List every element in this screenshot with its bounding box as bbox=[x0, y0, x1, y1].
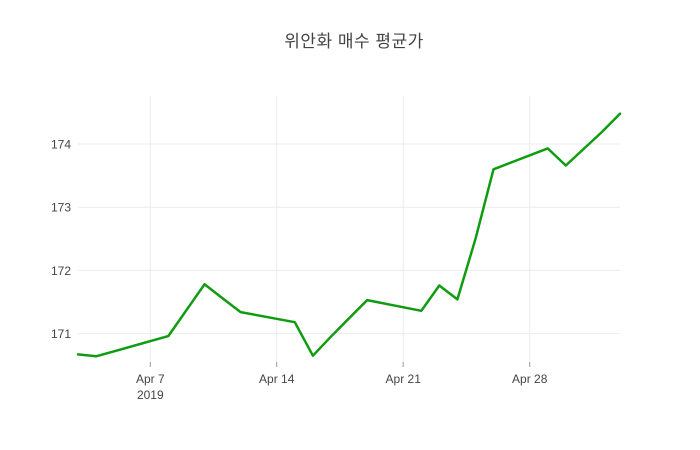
y-tick-label: 172 bbox=[51, 264, 71, 278]
x-tick-label: Apr 14 bbox=[259, 372, 295, 386]
chart-title: 위안화 매수 평균가 bbox=[284, 32, 424, 51]
y-tick-label: 171 bbox=[51, 327, 71, 341]
y-tick-label: 173 bbox=[51, 201, 71, 215]
x-tick-label: Apr 21 bbox=[386, 372, 422, 386]
x-tick-sublabel: 2019 bbox=[137, 388, 164, 402]
x-tick-label: Apr 28 bbox=[512, 372, 548, 386]
x-tick-label: Apr 7 bbox=[136, 372, 165, 386]
price-line bbox=[76, 112, 622, 358]
y-tick-label: 174 bbox=[51, 138, 71, 152]
